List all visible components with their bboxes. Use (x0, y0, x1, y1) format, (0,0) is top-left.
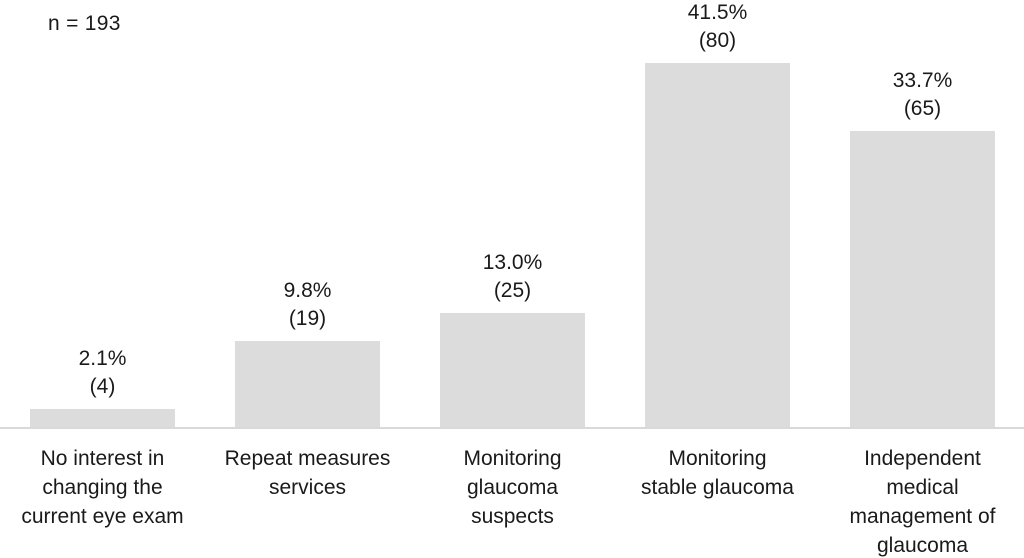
category-label-line: glaucoma (466, 476, 559, 499)
category-label-line: current eye exam (21, 505, 184, 528)
category-label-line: No interest in (40, 447, 165, 470)
category-label-line: suspects (471, 505, 554, 528)
bar-value-label: 33.7% (65) (821, 67, 1024, 123)
category-label-line: changing the (42, 476, 163, 499)
count-text: (25) (493, 279, 532, 302)
category-label: Monitoring glaucoma suspects (408, 444, 618, 531)
bar-1 (30, 409, 175, 427)
percent-text: 2.1% (78, 347, 127, 370)
percent-text: 9.8% (283, 279, 332, 302)
count-text: (65) (903, 97, 942, 120)
bar-2 (235, 341, 380, 427)
category-label-line: management of (849, 505, 996, 528)
bar-4 (645, 63, 790, 427)
category-label-line: glaucoma (876, 534, 969, 557)
category-label: No interest in changing the current eye ex… (0, 444, 208, 531)
bar-value-label: 9.8% (19) (206, 277, 410, 333)
bar-3 (440, 313, 585, 427)
sample-size-label: n = 193 (48, 12, 121, 35)
percent-text: 33.7% (892, 69, 953, 92)
category-label-line: Independent (864, 447, 981, 470)
bar-value-label: 13.0% (25) (411, 249, 615, 305)
percent-text: 13.0% (482, 251, 543, 274)
count-text: (80) (698, 29, 737, 52)
category-label-line: medical (886, 476, 959, 499)
category-label: Repeat measures services (203, 444, 413, 502)
category-label-line: Monitoring (463, 447, 562, 470)
bar-value-label: 41.5% (80) (616, 0, 820, 55)
bar-5 (850, 131, 995, 427)
bar-value-label: 2.1% (4) (1, 345, 205, 401)
category-label: Monitoring stable glaucoma (613, 444, 823, 502)
category-label-line: Monitoring (668, 447, 767, 470)
count-text: (4) (89, 375, 116, 398)
count-text: (19) (288, 307, 327, 330)
category-label-line: stable glaucoma (641, 476, 794, 499)
category-label-line: services (268, 476, 347, 499)
x-axis-line (0, 427, 1024, 429)
category-label: Independent medical management of glaucoma (818, 444, 1024, 558)
percent-text: 41.5% (687, 1, 748, 24)
category-label-line: Repeat measures (224, 447, 391, 470)
